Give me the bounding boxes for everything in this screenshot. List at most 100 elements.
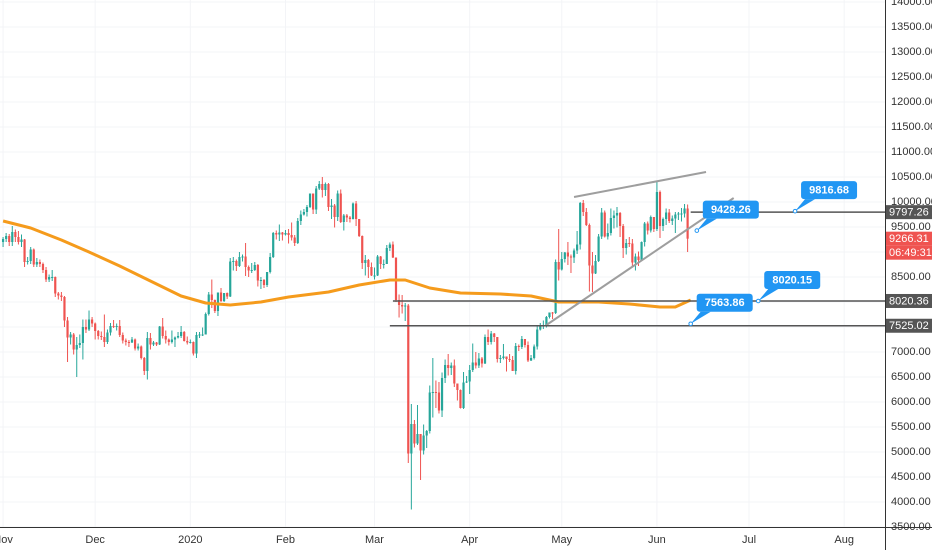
candle-body — [459, 390, 462, 408]
candle-body — [14, 232, 17, 237]
candle-body — [121, 335, 124, 341]
candle-body — [572, 250, 576, 258]
trend-line — [573, 171, 707, 198]
candle-body — [661, 219, 665, 226]
candle-body — [480, 358, 484, 364]
candle-body — [413, 424, 416, 444]
candle-body — [373, 275, 376, 277]
candle-body — [652, 217, 655, 229]
candle-body — [265, 272, 269, 285]
y-tick-label: 4000.00 — [891, 496, 931, 508]
candle-body — [539, 326, 542, 330]
candle-body — [262, 280, 266, 285]
candle-body — [84, 327, 88, 330]
candle-body — [87, 319, 91, 330]
candle-body — [222, 293, 226, 301]
axis-price-label: 8020.36 — [889, 295, 929, 307]
x-tick-label: Mar — [365, 534, 384, 546]
candle-body — [140, 346, 143, 358]
candle-body — [612, 215, 616, 218]
candle-body — [183, 332, 186, 341]
y-tick-label: 12000.00 — [891, 96, 932, 108]
candle-body — [318, 184, 321, 189]
candle-body — [533, 346, 536, 358]
candle-body — [680, 213, 683, 215]
candle-body — [51, 277, 54, 278]
candle-body — [385, 248, 388, 264]
candle-body — [625, 243, 628, 248]
y-tick-label: 7000.00 — [891, 346, 931, 358]
callout-anchor — [755, 298, 761, 304]
candle-body — [330, 205, 333, 207]
candle-body — [161, 326, 164, 336]
candle-body — [520, 339, 523, 347]
candle-body — [683, 208, 686, 214]
candle-body — [155, 342, 158, 345]
candle-body — [401, 305, 404, 307]
candle-body — [305, 207, 309, 212]
candle-body — [324, 184, 327, 190]
candle-body — [594, 261, 597, 274]
candle-body — [483, 337, 487, 364]
candle-body — [526, 345, 530, 361]
candle-body — [167, 339, 170, 342]
candle-body — [63, 297, 66, 321]
candle-body — [29, 249, 32, 261]
candle-body — [210, 294, 213, 300]
candle-body — [78, 343, 81, 345]
candle-body — [382, 264, 385, 265]
candle-body — [213, 300, 216, 311]
y-tick-label: 10000.00 — [891, 196, 932, 208]
axis-price-box — [886, 245, 932, 260]
candle-body — [133, 339, 137, 349]
candle-body — [238, 257, 241, 266]
candle-body — [585, 212, 588, 225]
candle-body — [428, 392, 431, 431]
candle-body — [517, 346, 520, 347]
y-tick-label: 9500.00 — [891, 221, 931, 233]
x-tick-label: Jun — [648, 534, 666, 546]
candle-body — [339, 193, 342, 222]
y-tick-label: 13000.00 — [891, 46, 932, 58]
candle-body — [143, 358, 146, 371]
y-tick-label: 4500.00 — [891, 471, 931, 483]
x-tick-label: 2020 — [178, 534, 202, 546]
candle-body — [468, 370, 471, 382]
candle-body — [508, 359, 511, 360]
candle-body — [38, 262, 42, 264]
candle-body — [511, 360, 514, 371]
x-tick-label: Nov — [0, 534, 13, 546]
callout-label: 7563.86 — [705, 297, 745, 309]
candle-body — [514, 346, 517, 371]
y-tick-label: 8500.00 — [891, 271, 931, 283]
candle-body — [216, 292, 220, 311]
candle-body — [502, 356, 505, 358]
candle-body — [189, 342, 192, 343]
candle-body — [327, 184, 330, 207]
candle-body — [94, 323, 97, 331]
candle-body — [5, 236, 8, 239]
candle-body — [536, 329, 539, 347]
candle-body — [603, 212, 606, 237]
candle-body — [26, 261, 29, 262]
callout-pointer — [795, 199, 816, 212]
candle-body — [658, 192, 662, 226]
candle-body — [668, 212, 671, 221]
grid — [0, 0, 885, 528]
candle-body — [440, 378, 444, 411]
candle-body — [312, 193, 315, 210]
candle-body — [407, 305, 410, 454]
candle-body — [453, 365, 456, 384]
candle-body — [195, 335, 198, 354]
candle-body — [201, 334, 204, 336]
axis-price-label: 9266.31 — [889, 233, 929, 245]
x-tick-label: Apr — [461, 534, 478, 546]
candle-body — [72, 334, 75, 350]
candle-body — [477, 358, 480, 366]
callout-label: 8020.15 — [772, 274, 812, 286]
candle-body — [192, 342, 195, 354]
candle-body — [431, 392, 434, 393]
candle-body — [471, 362, 474, 370]
